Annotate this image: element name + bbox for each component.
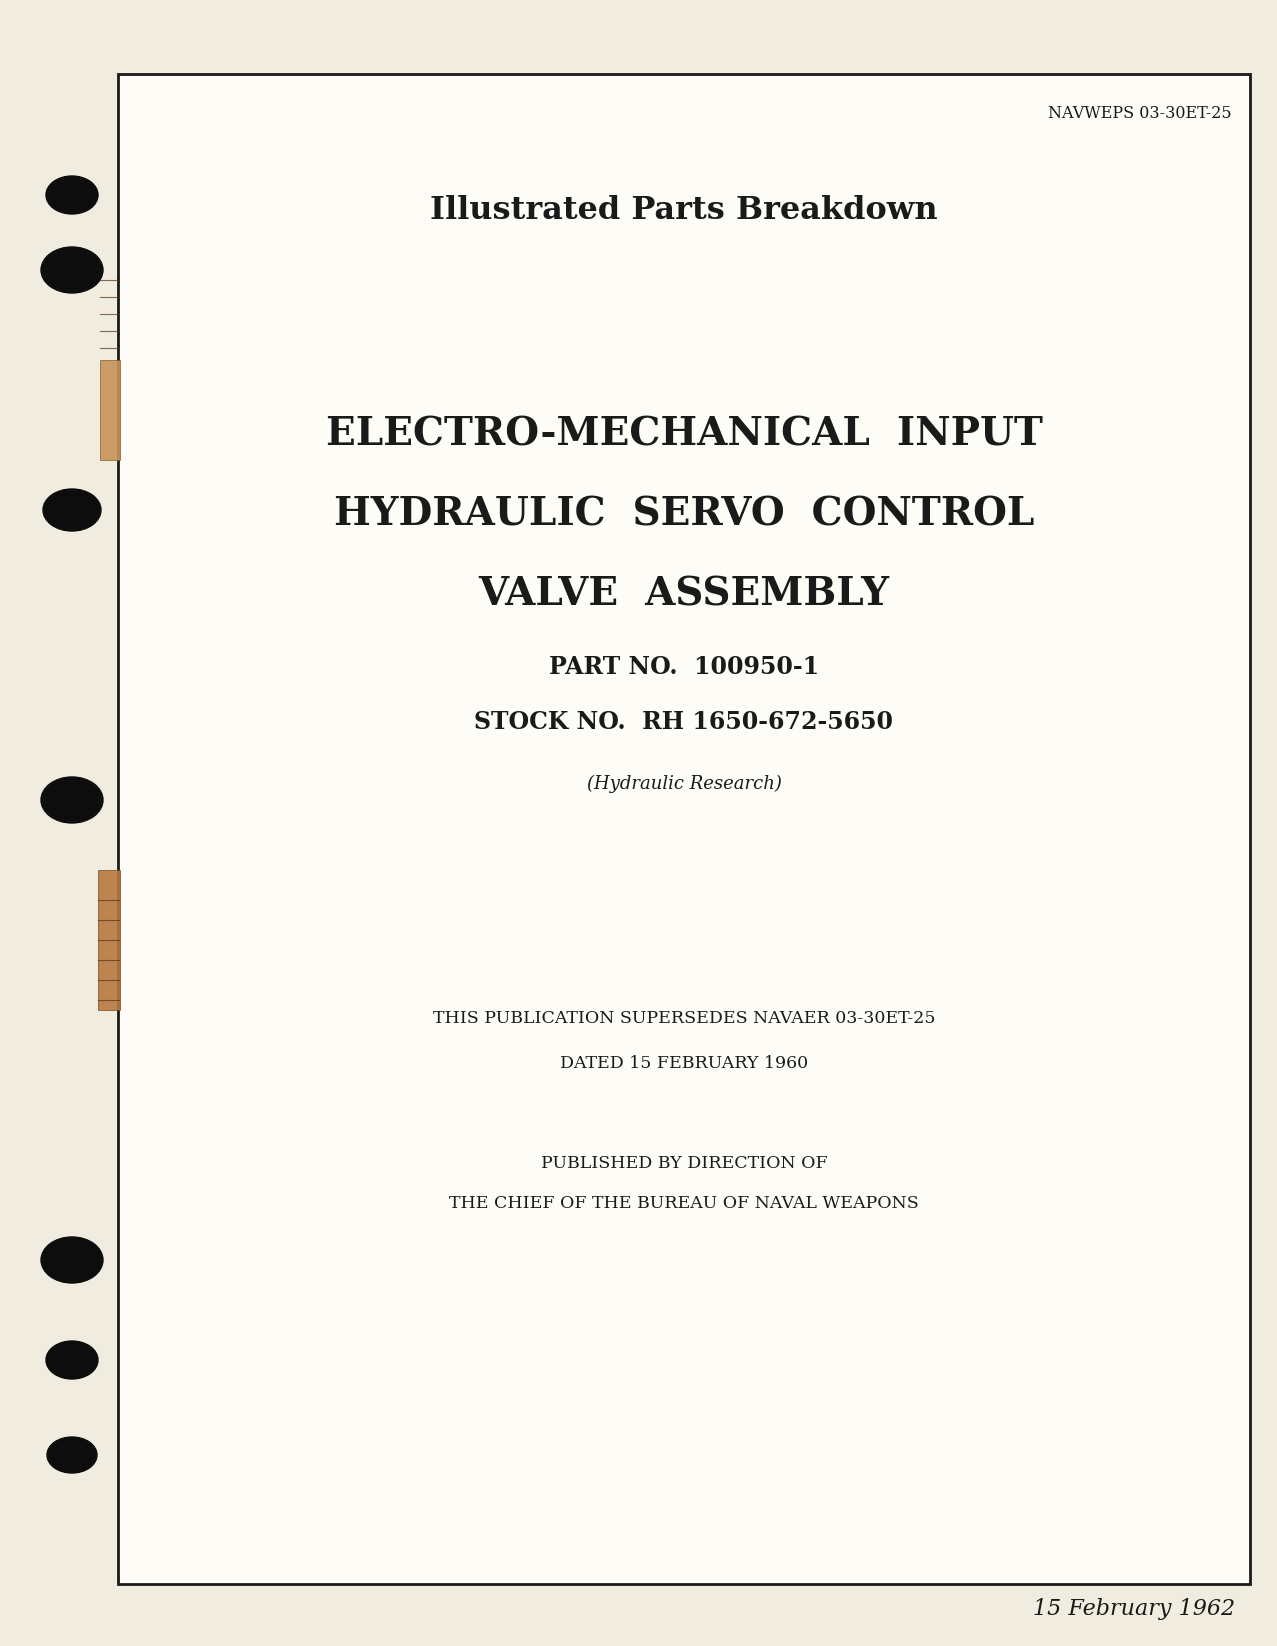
Text: DATED 15 FEBRUARY 1960: DATED 15 FEBRUARY 1960 bbox=[559, 1055, 808, 1072]
Ellipse shape bbox=[41, 247, 103, 293]
Ellipse shape bbox=[41, 777, 103, 823]
Text: PART NO.  100950-1: PART NO. 100950-1 bbox=[549, 655, 819, 680]
Ellipse shape bbox=[41, 1238, 103, 1282]
Text: (Hydraulic Research): (Hydraulic Research) bbox=[586, 775, 782, 793]
Text: PUBLISHED BY DIRECTION OF: PUBLISHED BY DIRECTION OF bbox=[540, 1155, 827, 1172]
Text: 15 February 1962: 15 February 1962 bbox=[1033, 1598, 1235, 1620]
Bar bbox=[98, 871, 120, 1011]
Ellipse shape bbox=[43, 489, 101, 532]
Ellipse shape bbox=[46, 176, 98, 214]
Text: STOCK NO.  RH 1650-672-5650: STOCK NO. RH 1650-672-5650 bbox=[475, 709, 894, 734]
Text: ELECTRO-MECHANICAL  INPUT: ELECTRO-MECHANICAL INPUT bbox=[326, 415, 1042, 453]
Ellipse shape bbox=[47, 1437, 97, 1473]
Bar bbox=[117, 74, 1250, 1583]
Bar bbox=[100, 360, 120, 459]
Text: NAVWEPS 03-30ET-25: NAVWEPS 03-30ET-25 bbox=[1048, 105, 1232, 122]
Text: Illustrated Parts Breakdown: Illustrated Parts Breakdown bbox=[430, 194, 937, 226]
Text: THE CHIEF OF THE BUREAU OF NAVAL WEAPONS: THE CHIEF OF THE BUREAU OF NAVAL WEAPONS bbox=[450, 1195, 919, 1211]
Text: HYDRAULIC  SERVO  CONTROL: HYDRAULIC SERVO CONTROL bbox=[333, 495, 1034, 533]
Ellipse shape bbox=[46, 1341, 98, 1379]
Text: VALVE  ASSEMBLY: VALVE ASSEMBLY bbox=[479, 574, 890, 612]
Text: THIS PUBLICATION SUPERSEDES NAVAER 03-30ET-25: THIS PUBLICATION SUPERSEDES NAVAER 03-30… bbox=[433, 1011, 935, 1027]
